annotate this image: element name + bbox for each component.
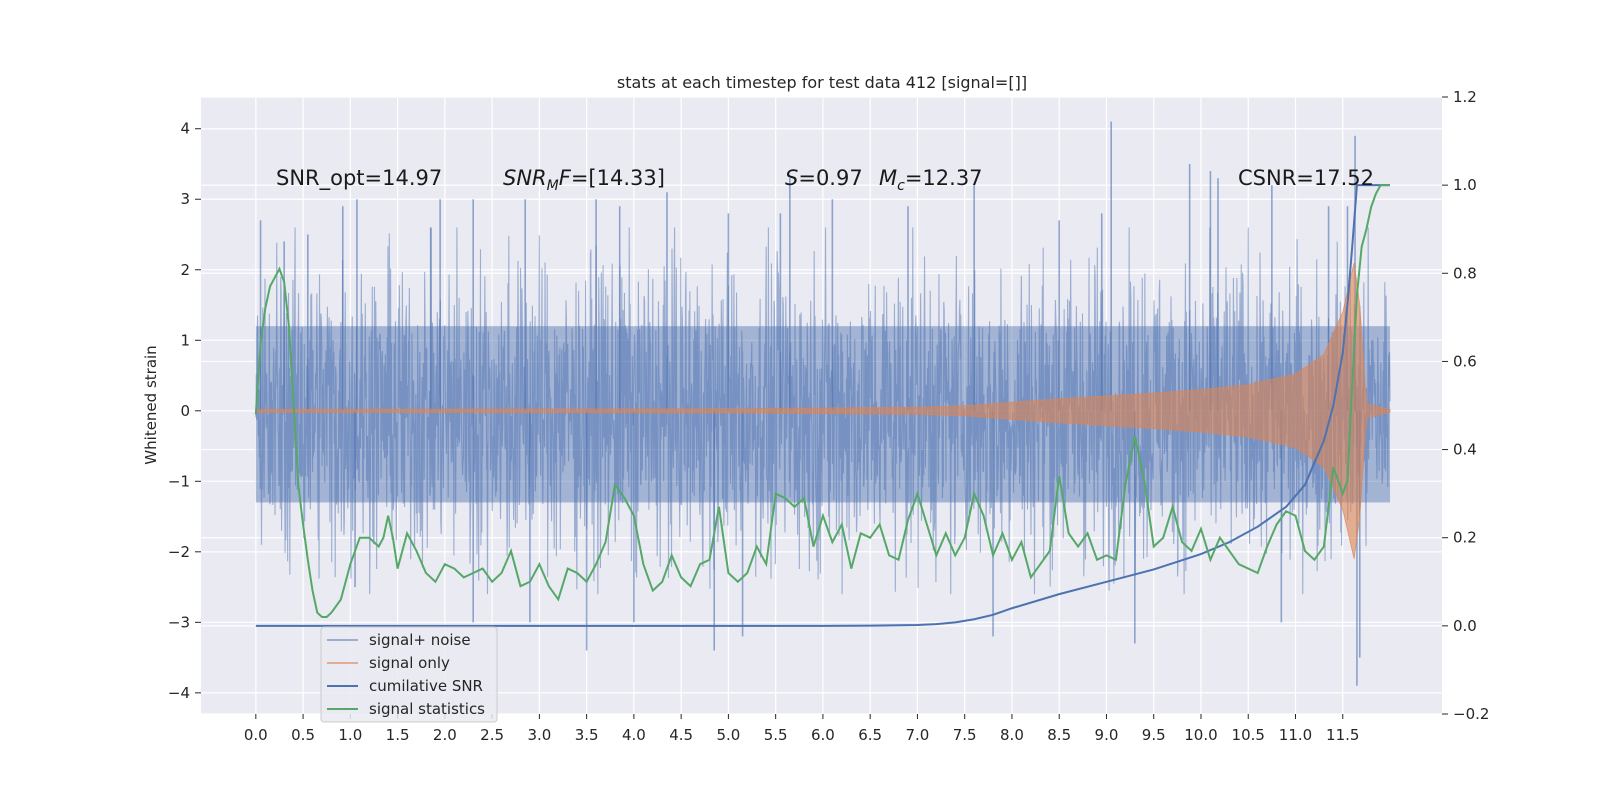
annotation-snr-mf-value: =[14.33] <box>571 166 665 190</box>
y2-tick-label: 1.2 <box>1453 88 1477 106</box>
x-tick-label: 2.0 <box>433 726 457 744</box>
y-axis-label: Whitened strain <box>142 345 160 464</box>
x-tick-label: 5.0 <box>716 726 740 744</box>
tick-layer: 0.0 0.5 1.0 1.5 2.0 2.5 3.0 3.5 4.0 4.5 5.0 5.5 6.0 6… <box>168 88 1490 744</box>
x-tick-label: 0.0 <box>244 726 268 744</box>
x-tick-label: 10.0 <box>1184 726 1217 744</box>
annotation-snr-mf-symbol: SNR <box>503 166 547 190</box>
y-tick-label: 0 <box>180 402 190 420</box>
series-signal-only <box>255 262 1391 559</box>
x-tick-label: 7.0 <box>906 726 930 744</box>
x-tick-label: 3.5 <box>575 726 599 744</box>
annotation-snr-opt: SNR_opt=14.97 <box>276 166 442 191</box>
y2-tick-label: 0.0 <box>1453 617 1477 635</box>
annotation-mc-value: =12.37 <box>905 166 983 190</box>
x-tick-label: 5.5 <box>764 726 788 744</box>
series-signal-noise <box>255 227 1391 595</box>
y-tick-label: −2 <box>168 543 190 561</box>
annotation-mc-symbol: M <box>879 166 897 190</box>
y-tick-label: 1 <box>180 331 190 349</box>
y-tick-label: −4 <box>168 684 190 702</box>
y2-tick-label: 0.6 <box>1453 352 1477 370</box>
annotation-snr-mf-sub: M <box>547 178 559 194</box>
annotation-snr-mf: SNRMF=[14.33] <box>503 166 665 194</box>
x-tick-label: 4.5 <box>669 726 693 744</box>
legend-box <box>320 626 498 723</box>
x-tick-label: 11.0 <box>1279 726 1312 744</box>
x-tick-label: 8.5 <box>1047 726 1071 744</box>
x-tick-label: 10.5 <box>1232 726 1265 744</box>
y2-tick-label: −0.2 <box>1453 705 1489 723</box>
chirp-layer <box>255 262 1391 559</box>
x-tick-label: 11.5 <box>1326 726 1359 744</box>
legend-label-signal-statistics: signal statistics <box>369 700 485 718</box>
legend-label-signal-only: signal only <box>369 654 450 672</box>
legend-label-cumulative-snr: cumilative SNR <box>369 677 483 695</box>
x-tick-label: 6.5 <box>858 726 882 744</box>
x-tick-label: 8.0 <box>1000 726 1024 744</box>
y2-tick-label: 0.8 <box>1453 264 1477 282</box>
annotation-mc: Mc=12.37 <box>879 166 983 194</box>
annotation-csnr: CSNR=17.52 <box>1238 166 1374 190</box>
y-tick-label: 3 <box>180 190 190 208</box>
x-tick-label: 3.0 <box>527 726 551 744</box>
y2-tick-label: 0.2 <box>1453 529 1477 547</box>
y2-tick-label: 0.4 <box>1453 441 1477 459</box>
x-tick-label: 1.0 <box>338 726 362 744</box>
chart-title: stats at each timestep for test data 412… <box>617 73 1027 92</box>
annotation-snr-mf-f: F <box>559 166 572 190</box>
x-tick-label: 9.5 <box>1142 726 1166 744</box>
x-tick-label: 9.0 <box>1095 726 1119 744</box>
annotation-s-value: =0.97 <box>798 166 862 190</box>
y-tick-label: −3 <box>168 613 190 631</box>
y-tick-label: 2 <box>180 261 190 279</box>
x-tick-label: 4.0 <box>622 726 646 744</box>
legend-label-signal-noise: signal+ noise <box>369 631 471 649</box>
y2-tick-label: 1.0 <box>1453 176 1477 194</box>
y-tick-label: 4 <box>180 120 190 138</box>
x-tick-label: 1.5 <box>386 726 410 744</box>
legend: signal+ noise signal only cumilative SNR… <box>320 626 498 723</box>
line-layer <box>254 184 1391 627</box>
annotation-mc-sub: c <box>897 178 905 194</box>
y-tick-label: −1 <box>168 472 190 490</box>
x-tick-label: 6.0 <box>811 726 835 744</box>
x-tick-label: 0.5 <box>291 726 315 744</box>
annotation-s-symbol: S <box>785 166 798 190</box>
series-signal-statistics <box>254 184 1391 619</box>
x-tick-label: 2.5 <box>480 726 504 744</box>
series-cumulative-snr <box>255 184 1391 627</box>
annotation-s: S=0.97 <box>785 166 863 190</box>
x-tick-label: 7.5 <box>953 726 977 744</box>
